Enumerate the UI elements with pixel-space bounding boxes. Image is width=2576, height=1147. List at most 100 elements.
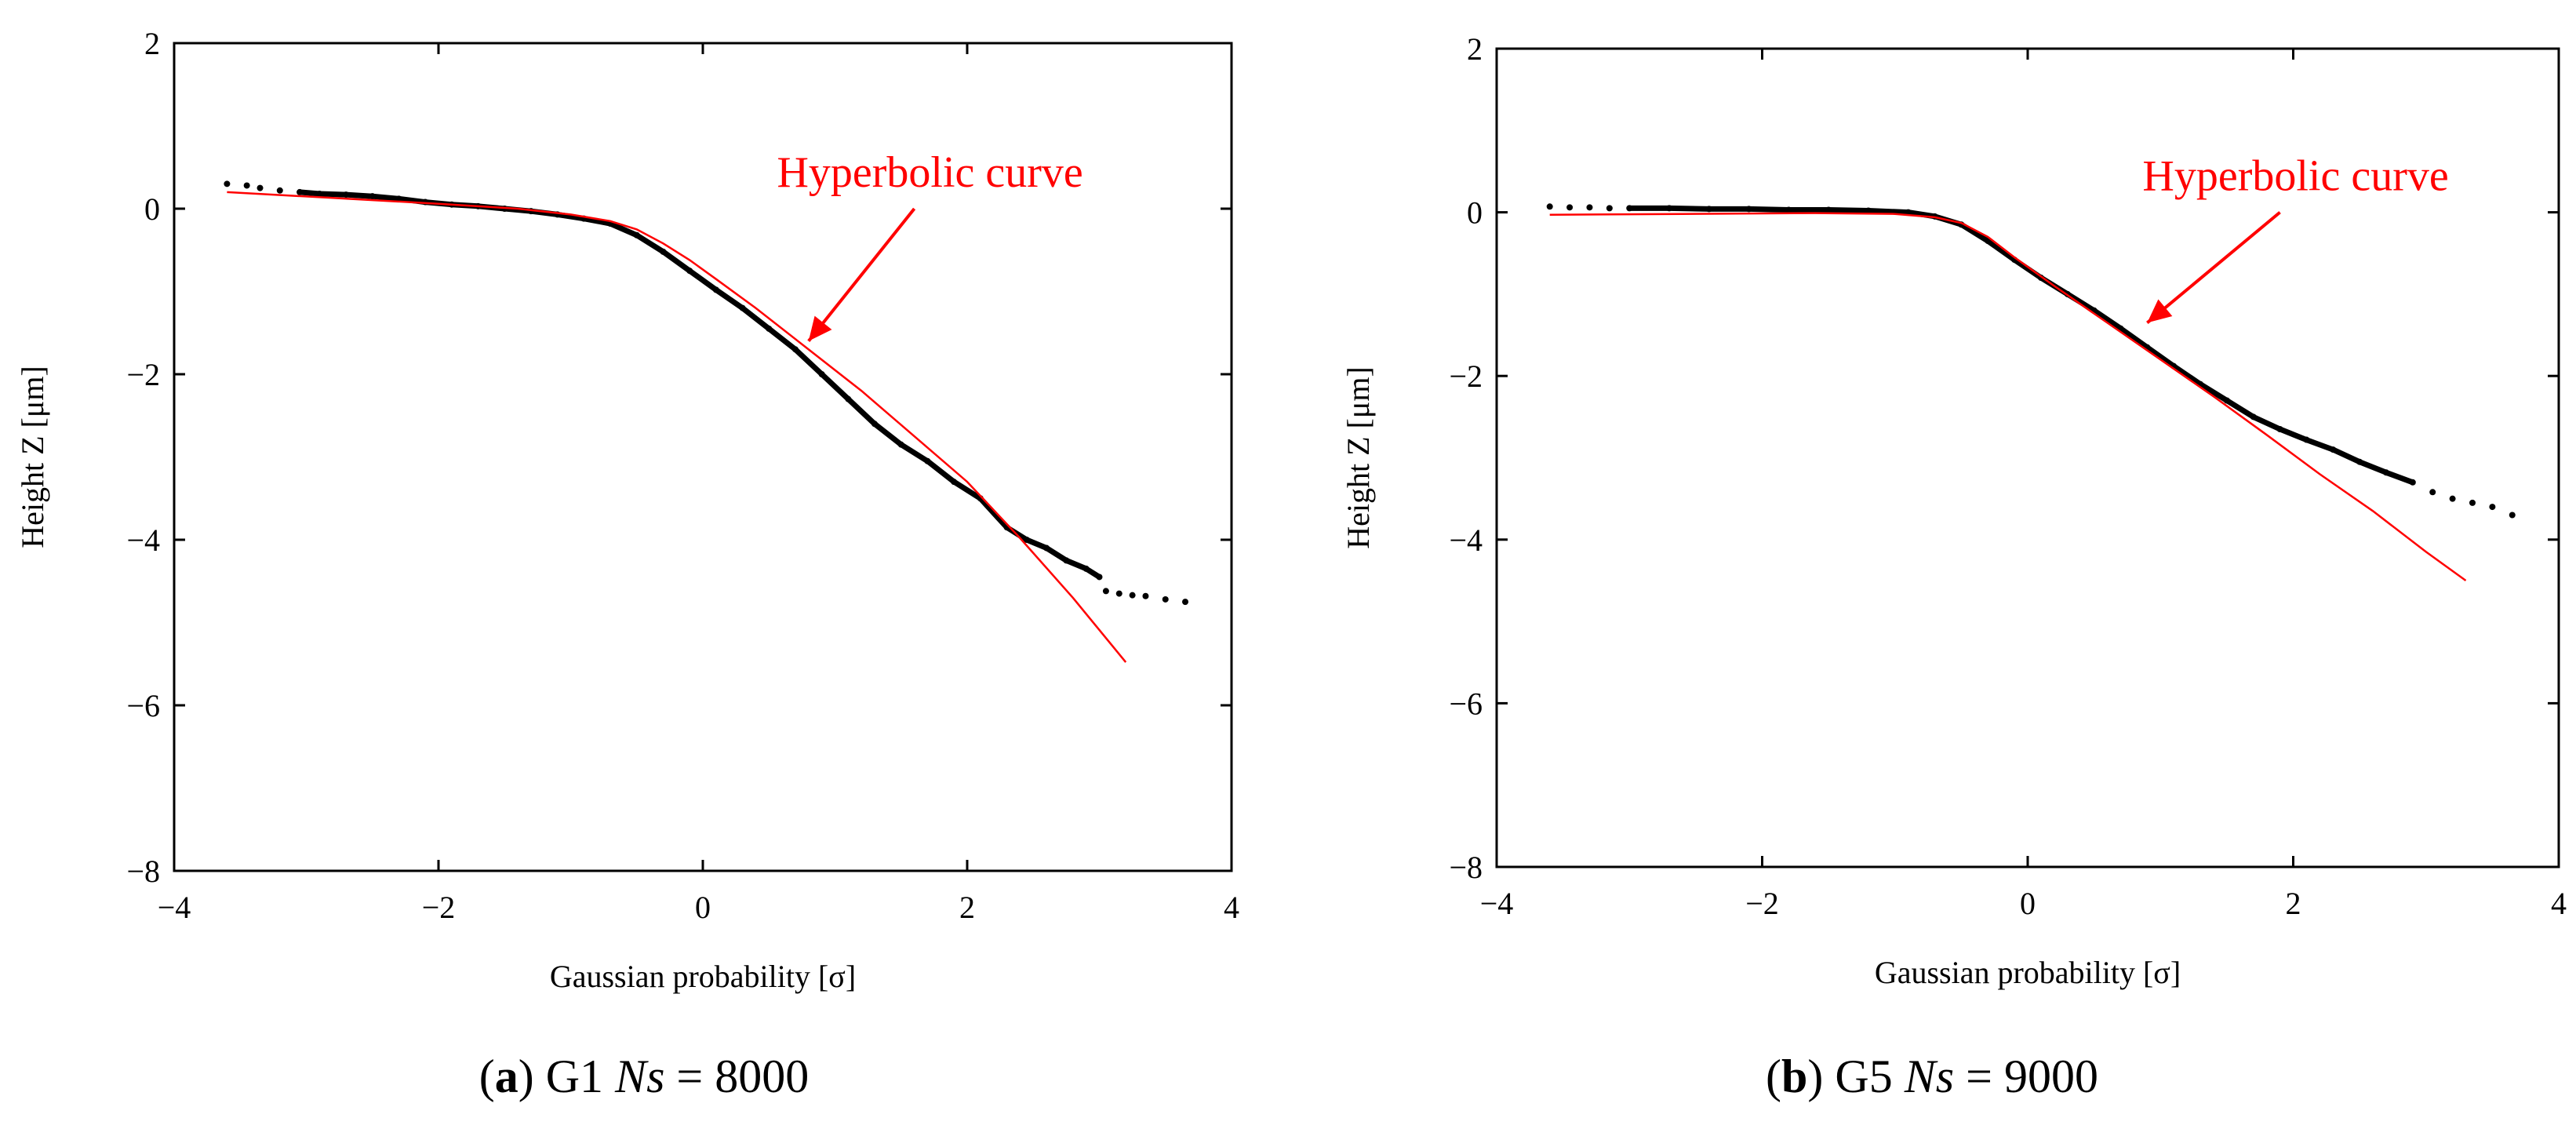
chart-a-data-point — [369, 193, 376, 200]
chart-b-data-point — [1985, 238, 1992, 245]
chart-a-data-point — [712, 286, 719, 293]
chart-a-data-point — [1115, 590, 1122, 597]
chart-a-data-point — [660, 248, 667, 255]
chart-a-data-point — [1142, 592, 1149, 599]
chart-b-data-point — [1785, 206, 1792, 213]
chart-b-x-tick-label: −2 — [1745, 886, 1779, 921]
chart-b-data-point — [2489, 504, 2496, 511]
chart-panel-a: −4 −2 0 2 4 2 0 −2 −4 −6 −8 Gaussian probability [σ… — [15, 26, 1239, 1102]
chart-b-annotation-arrow — [2146, 211, 2281, 324]
chart-a-data-point — [257, 184, 264, 191]
chart-b-data-point — [2409, 479, 2416, 486]
chart-a-data-point — [1129, 592, 1136, 599]
chart-b-x-axis-title: Gaussian probability [σ] — [1875, 955, 2181, 990]
chart-a-y-tick-label: 0 — [144, 191, 160, 227]
chart-b-data-point — [2429, 489, 2436, 496]
chart-a-y-tick-label: −2 — [126, 357, 160, 392]
chart-a-data-point — [686, 268, 693, 275]
chart-b-data-point — [1666, 205, 1673, 212]
chart-b-annotation-arrowhead — [2147, 299, 2173, 323]
chart-b-x-tick-label: 2 — [2286, 886, 2301, 921]
chart-a-annotation-arrowhead — [808, 315, 832, 341]
caption-a-variable: Ns — [615, 1051, 665, 1102]
chart-b-x-tick-label: −4 — [1480, 886, 1514, 921]
chart-b-data-point — [1865, 207, 1872, 214]
chart-b-data-point — [1825, 206, 1832, 213]
chart-a-caption: (a) G1 Ns = 8000 — [478, 1051, 810, 1102]
chart-b-y-tick-label: 2 — [1467, 31, 1483, 67]
chart-a-data-point — [316, 191, 323, 198]
chart-a-y-tick-label: 2 — [144, 26, 160, 61]
chart-a-data-point — [1102, 588, 1109, 595]
chart-b-data-point — [2276, 425, 2283, 432]
chart-b-data-point — [2509, 512, 2516, 519]
chart-b-y-tick-label: −2 — [1449, 359, 1483, 394]
chart-a-plot: −4 −2 0 2 4 2 0 −2 −4 −6 −8 Gaussian probability [σ… — [15, 26, 1239, 994]
chart-a-data-point — [1162, 595, 1169, 603]
caption-b-sample: G5 — [1835, 1051, 1893, 1102]
caption-a-sample: G1 — [545, 1051, 604, 1102]
chart-a-data-point — [276, 187, 283, 194]
chart-a-data-point — [951, 479, 958, 486]
chart-b-data-point — [2356, 458, 2363, 465]
chart-b-data-point — [2382, 469, 2389, 476]
chart-a-data-point — [766, 325, 773, 332]
caption-a-letter: a — [494, 1051, 518, 1102]
chart-a-data-point — [818, 371, 825, 377]
chart-b-data-point — [1586, 204, 1593, 211]
chart-b-annotation-label: Hyperbolic curve — [2142, 152, 2448, 201]
chart-a-data-point — [343, 191, 350, 198]
chart-a-data-point — [395, 195, 402, 202]
caption-b-value: = 9000 — [1966, 1051, 2098, 1102]
chart-b-data-point — [1745, 206, 1752, 213]
chart-a-data-point — [1082, 565, 1090, 572]
chart-a-data-point — [297, 188, 304, 195]
chart-a-y-tick-label: −6 — [126, 688, 160, 723]
chart-a-data-point — [791, 346, 799, 353]
chart-a-y-axis-title: Height Z [μm] — [15, 366, 50, 548]
chart-a-annotation-arrow — [807, 207, 916, 343]
chart-a-data-point — [224, 180, 231, 188]
chart-a-data-point — [739, 304, 746, 311]
chart-a-data-point — [633, 231, 640, 239]
chart-a-x-tick-label: 0 — [695, 890, 711, 925]
chart-b-plot: −4 −2 0 2 4 2 0 −2 −4 −6 −8 Gaussian probability [σ… — [1341, 31, 2567, 990]
chart-a-fit-line — [227, 191, 1127, 663]
chart-b-y-tick-label: 0 — [1467, 195, 1483, 231]
chart-b-caption: (b) G5 Ns = 9000 — [1766, 1051, 2098, 1102]
chart-a-data-point — [1023, 537, 1030, 543]
chart-b-x-tick-label: 4 — [2551, 886, 2567, 921]
chart-a-data-point — [924, 457, 931, 464]
chart-a-data-point — [1063, 557, 1070, 564]
caption-b-letter: b — [1781, 1051, 1808, 1102]
chart-a-data-point — [243, 182, 250, 189]
chart-b-data-point — [1705, 206, 1712, 213]
chart-b-data-point — [1626, 205, 1633, 212]
chart-b-data-point — [1546, 203, 1553, 210]
caption-b-variable: Ns — [1904, 1051, 1955, 1102]
chart-b-data-point — [1566, 204, 1574, 211]
chart-a-x-axis-title: Gaussian probability [σ] — [550, 959, 856, 994]
chart-b-data-point — [2449, 495, 2456, 502]
chart-a-data-point — [871, 421, 879, 428]
chart-b-data-point — [2469, 499, 2476, 506]
chart-a-annotation-label: Hyperbolic curve — [777, 148, 1082, 197]
caption-a-value: = 8000 — [676, 1051, 810, 1102]
chart-b-y-tick-label: −4 — [1449, 523, 1483, 558]
chart-b-y-axis-title: Height Z [μm] — [1341, 366, 1376, 549]
chart-b-y-tick-label: −6 — [1449, 686, 1483, 721]
chart-a-data-point — [845, 395, 852, 402]
chart-b-x-tick-label: 0 — [2020, 886, 2036, 921]
chart-a-data-trace — [297, 189, 1102, 580]
chart-a-data-point — [1182, 599, 1189, 606]
chart-a-data-point — [1096, 574, 1103, 581]
chart-b-data-point — [2250, 413, 2257, 421]
chart-b-data-trace — [1626, 205, 2416, 486]
chart-b-data-point — [2223, 397, 2230, 404]
chart-b-fit-line — [1549, 212, 2467, 582]
chart-panel-b: −4 −2 0 2 4 2 0 −2 −4 −6 −8 Gaussian probability [σ… — [1288, 0, 2576, 1147]
chart-b-data-point — [1606, 205, 1613, 212]
chart-a-y-tick-label: −8 — [126, 854, 160, 889]
chart-a-data-point — [1043, 544, 1050, 552]
chart-b-data-point — [2303, 436, 2310, 443]
